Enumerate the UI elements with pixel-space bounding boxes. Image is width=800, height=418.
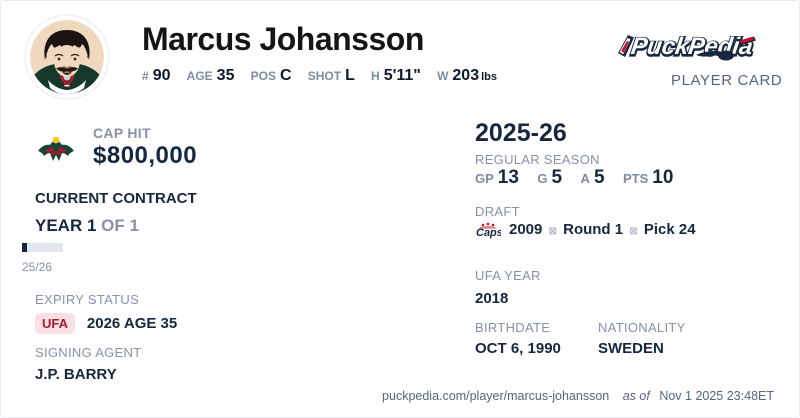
svg-text:Caps: Caps — [476, 227, 501, 239]
svg-text:PuckPedia: PuckPedia — [629, 33, 754, 60]
